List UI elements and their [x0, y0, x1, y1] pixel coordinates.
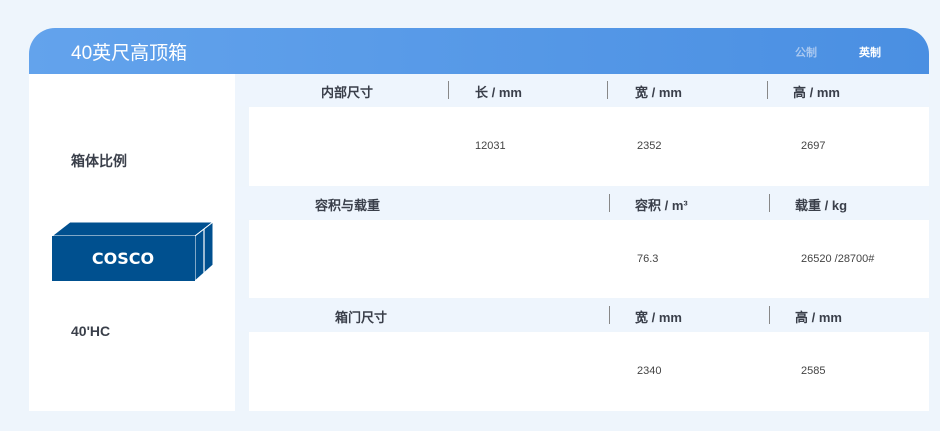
- volume-value: 76.3: [637, 253, 659, 265]
- interior-values-row: 12031 2352 2697: [249, 107, 929, 186]
- type-code: 40'HC: [71, 323, 111, 339]
- door-values-row: 2340 2585: [249, 332, 929, 411]
- divider: [609, 194, 610, 212]
- height-value: 2697: [801, 140, 826, 152]
- col-height: 高 / mm: [793, 85, 840, 100]
- door-header-row: 箱门尺寸 宽 / mm 高 / mm: [235, 299, 929, 331]
- header-bar: 40英尺高顶箱 公制 英制: [29, 28, 929, 74]
- divider: [607, 81, 608, 99]
- capacity-header-row: 容积与载重 容积 / m³ 载重 / kg: [235, 187, 929, 219]
- unit-metric-tab[interactable]: 公制: [795, 47, 817, 59]
- col-volume: 容积 / m³: [635, 198, 688, 213]
- col-payload: 载重 / kg: [795, 198, 848, 213]
- left-panel: 箱体比例 COSCO 40'HC: [29, 74, 235, 411]
- payload-value: 26520 /28700#: [801, 253, 875, 265]
- width-value: 2352: [637, 140, 662, 152]
- col-length: 长 / mm: [475, 85, 522, 100]
- divider: [769, 306, 770, 324]
- divider: [609, 306, 610, 324]
- door-height-value: 2585: [801, 365, 826, 377]
- divider: [448, 81, 449, 99]
- container-icon: COSCO: [51, 220, 215, 282]
- length-value: 12031: [475, 140, 506, 152]
- capacity-label: 容积与载重: [315, 198, 381, 213]
- door-width-value: 2340: [637, 365, 662, 377]
- page-title: 40英尺高顶箱: [71, 43, 188, 64]
- interior-header-row: 内部尺寸 长 / mm 宽 / mm 高 / mm: [235, 74, 929, 106]
- divider: [767, 81, 768, 99]
- col-door-height: 高 / mm: [795, 310, 842, 325]
- col-door-width: 宽 / mm: [635, 310, 682, 325]
- door-label: 箱门尺寸: [335, 310, 388, 325]
- cosco-logo-text: COSCO: [92, 249, 154, 268]
- divider: [769, 194, 770, 212]
- capacity-values-row: 76.3 26520 /28700#: [249, 220, 929, 298]
- ratio-label: 箱体比例: [71, 153, 127, 169]
- col-width: 宽 / mm: [635, 85, 682, 100]
- interior-label: 内部尺寸: [321, 85, 374, 100]
- unit-imperial-tab[interactable]: 英制: [859, 47, 881, 59]
